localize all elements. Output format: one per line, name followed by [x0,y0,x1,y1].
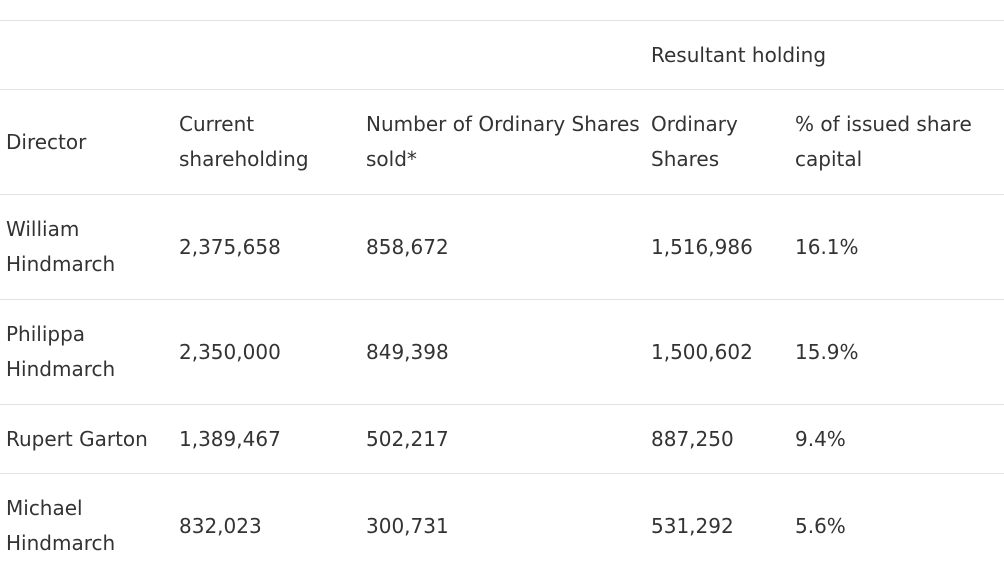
table-row: William Hindmarch 2,375,658 858,672 1,51… [0,194,1004,300]
percent-issued-value: 16.1% [789,194,1004,300]
table-row: Philippa Hindmarch 2,350,000 849,398 1,5… [0,299,1004,405]
empty-header-cell [173,20,360,90]
table-row: Rupert Garton 1,389,467 502,217 887,250 … [0,404,1004,474]
current-shareholding-value: 832,023 [173,473,360,578]
director-name: Philippa Hindmarch [0,299,173,405]
percent-issued-header: % of issued share capital [789,89,1004,195]
director-header: Director [0,89,173,195]
empty-header-cell [0,20,173,90]
empty-header-cell [360,20,645,90]
director-shareholding-table: Resultant holding Director Current share… [0,20,1004,578]
percent-issued-value: 15.9% [789,299,1004,405]
shares-sold-value: 858,672 [360,194,645,300]
director-name: Michael Hindmarch [0,473,173,578]
table-row: Michael Hindmarch 832,023 300,731 531,29… [0,473,1004,578]
current-shareholding-value: 2,375,658 [173,194,360,300]
ordinary-shares-value: 531,292 [645,473,789,578]
ordinary-shares-value: 887,250 [645,404,789,474]
percent-issued-value: 5.6% [789,473,1004,578]
percent-issued-value: 9.4% [789,404,1004,474]
shares-sold-header: Number of Ordinary Shares sold* [360,89,645,195]
current-shareholding-value: 1,389,467 [173,404,360,474]
column-header-row: Director Current shareholding Number of … [0,89,1004,195]
shares-sold-value: 849,398 [360,299,645,405]
group-header-row: Resultant holding [0,20,1004,90]
shares-sold-value: 300,731 [360,473,645,578]
ordinary-shares-header: Ordinary Shares [645,89,789,195]
current-shareholding-header: Current shareholding [173,89,360,195]
current-shareholding-value: 2,350,000 [173,299,360,405]
director-name: Rupert Garton [0,404,173,474]
resultant-holding-header: Resultant holding [645,20,1004,90]
ordinary-shares-value: 1,500,602 [645,299,789,405]
ordinary-shares-value: 1,516,986 [645,194,789,300]
director-name: William Hindmarch [0,194,173,300]
shares-sold-value: 502,217 [360,404,645,474]
